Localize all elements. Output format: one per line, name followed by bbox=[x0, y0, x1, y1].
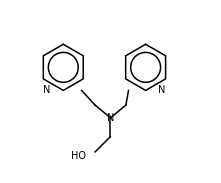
Text: N: N bbox=[43, 85, 51, 95]
Text: HO: HO bbox=[71, 151, 86, 161]
Text: N: N bbox=[158, 85, 166, 95]
Text: N: N bbox=[107, 113, 114, 123]
